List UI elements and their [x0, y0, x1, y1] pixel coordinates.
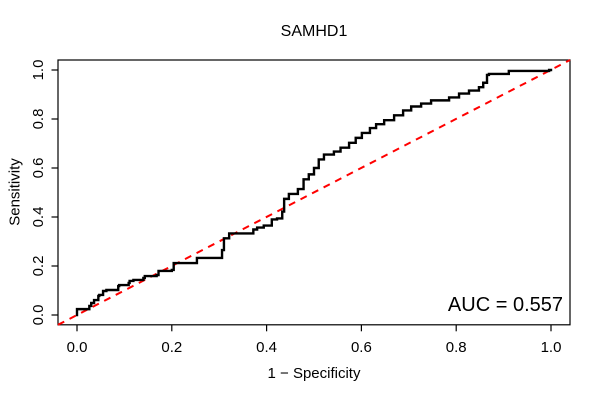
- auc-annotation: AUC = 0.557: [447, 294, 563, 316]
- y-tick-label: 0.4: [30, 207, 47, 228]
- x-tick-label: 0.8: [446, 339, 467, 356]
- x-tick-label: 0.0: [67, 339, 88, 356]
- y-tick-label: 0.2: [30, 256, 47, 277]
- chance-diagonal-line: [57, 59, 571, 326]
- x-tick-label: 0.6: [351, 339, 372, 356]
- x-tick-label: 1.0: [541, 339, 562, 356]
- plot-box: [57, 59, 571, 326]
- y-tick-label: 0.8: [30, 109, 47, 130]
- y-axis-title: Sensitivity: [6, 158, 24, 226]
- y-tick-label: 1.0: [30, 60, 47, 81]
- x-tick-label: 0.2: [161, 339, 182, 356]
- x-axis-title: 1 − Specificity: [267, 365, 361, 382]
- chart-title: SAMHD1: [280, 23, 348, 40]
- y-tick-label: 0.6: [30, 158, 47, 179]
- roc-curve: [75, 68, 553, 317]
- x-tick-label: 0.4: [256, 339, 277, 356]
- y-tick-label: 0.0: [30, 305, 47, 326]
